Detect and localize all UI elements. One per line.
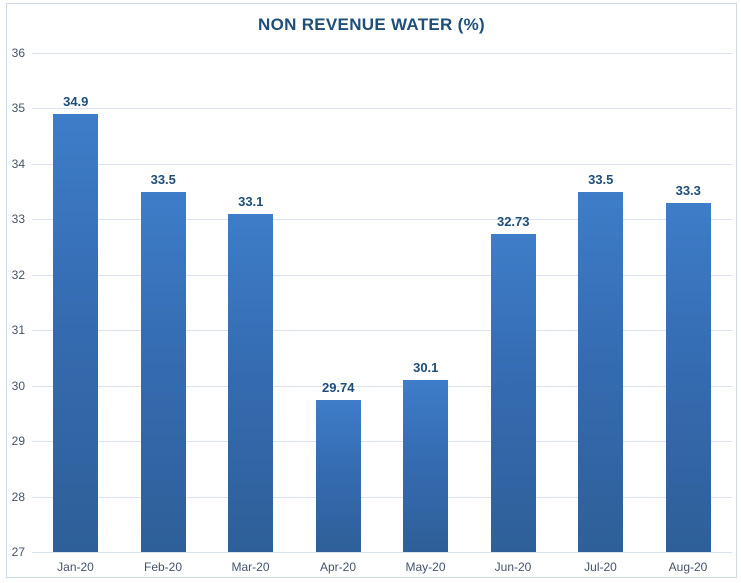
data-label-Apr-20: 29.74 (321, 380, 355, 396)
bar-Mar-20 (228, 213, 274, 552)
plot-area: 36 35 34 33 32 31 30 29 28 27 34.9 Jan-20 33.5 Feb-20… (12, 46, 732, 574)
y-axis-tick-label: 36 (11, 46, 25, 60)
gridline-27 (32, 552, 732, 553)
bar-Apr-20 (315, 400, 361, 552)
gridline-32 (32, 274, 732, 276)
x-axis-tick-label-Mar-20: Mar-20 (231, 560, 270, 574)
y-axis-tick-label: 30 (11, 378, 25, 393)
gridline-36 (32, 53, 732, 54)
data-label-Mar-20: 33.1 (238, 193, 264, 209)
x-axis-tick-label-Jan-20: Jan-20 (57, 560, 94, 574)
bar-May-20 (403, 380, 449, 552)
y-axis-tick-label: 33 (11, 212, 25, 227)
bar-Aug-20 (665, 202, 711, 552)
y-axis-tick-label: 35 (11, 101, 25, 116)
y-axis-tick-label: 31 (11, 323, 25, 338)
x-axis-tick-label-Jun-20: Jun-20 (494, 560, 532, 574)
gridline-28 (32, 496, 732, 498)
data-label-Jun-20: 32.73 (496, 214, 530, 230)
y-axis-tick-label: 34 (11, 156, 25, 171)
gridline-31 (32, 330, 732, 332)
bar-Jan-20 (53, 113, 99, 552)
data-label-Jan-20: 34.9 (63, 93, 89, 109)
data-label-Jul-20: 33.5 (588, 171, 614, 187)
bar-Jul-20 (578, 191, 624, 552)
gridline-34 (32, 163, 732, 165)
x-axis-tick-label-Feb-20: Feb-20 (143, 560, 183, 574)
gridline-30 (32, 385, 732, 387)
x-axis-tick-label-Jul-20: Jul-20 (584, 560, 617, 574)
gridline-29 (32, 441, 732, 443)
y-axis-tick-label: 29 (11, 434, 25, 449)
data-label-May-20: 30.1 (413, 360, 439, 376)
data-label-Feb-20: 33.5 (150, 171, 176, 187)
x-axis-tick-label-Apr-20: Apr-20 (319, 560, 357, 574)
bar-Jun-20 (490, 234, 536, 552)
y-axis-tick-label: 28 (11, 489, 25, 504)
gridline-35 (32, 108, 732, 110)
chart-frame: NON REVENUE WATER (%) 36 35 34 33 32 31 30 29 28… (6, 3, 737, 578)
gridline-33 (32, 219, 732, 221)
chart-title: NON REVENUE WATER (%) (258, 15, 485, 34)
bar-Feb-20 (140, 191, 186, 552)
y-axis-tick-label: 27 (11, 545, 25, 559)
x-axis-tick-label-May-20: May-20 (405, 560, 446, 574)
y-axis-tick-label: 32 (11, 267, 25, 282)
data-label-Aug-20: 33.3 (675, 182, 701, 198)
x-axis-tick-label-Aug-20: Aug-20 (668, 560, 708, 574)
